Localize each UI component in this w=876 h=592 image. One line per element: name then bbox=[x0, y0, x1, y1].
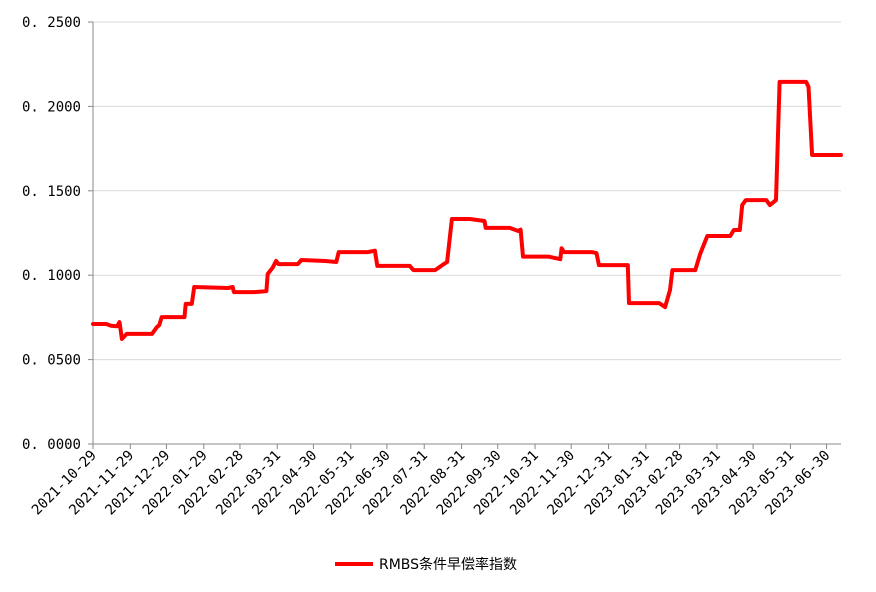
series-line bbox=[91, 79, 843, 341]
y-tick-label: 0. 2000 bbox=[22, 99, 81, 115]
y-tick-label: 0. 0500 bbox=[22, 353, 81, 369]
y-tick-label: 0. 1500 bbox=[22, 184, 81, 200]
legend-label: RMBS条件早偿率指数 bbox=[379, 557, 518, 573]
y-tick-label: 0. 1000 bbox=[22, 268, 81, 284]
legend: RMBS条件早偿率指数 bbox=[335, 554, 517, 574]
y-tick-label: 0. 2500 bbox=[22, 15, 81, 31]
y-tick-label: 0. 0000 bbox=[22, 437, 81, 453]
legend-swatch bbox=[335, 562, 373, 566]
